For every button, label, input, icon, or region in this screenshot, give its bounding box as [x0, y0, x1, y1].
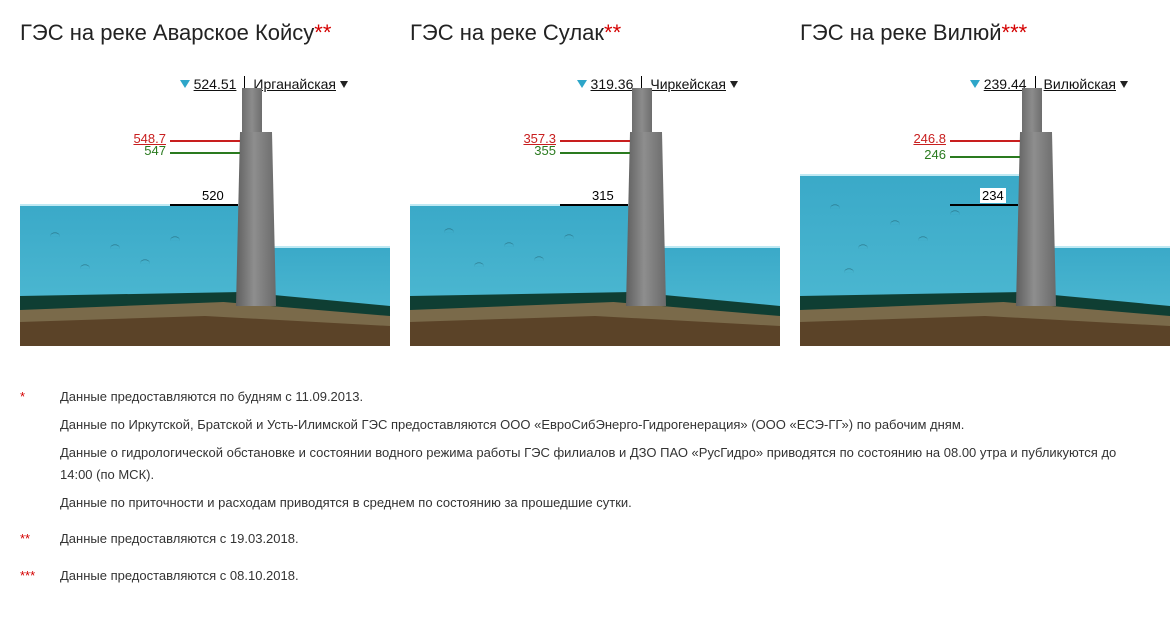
station-name: Чиркейская [650, 76, 726, 92]
marker-black-label: 234 [980, 188, 1006, 203]
panels-row: ГЭС на реке Аварское Койсу** 524.51 Ирга… [20, 20, 1150, 346]
panel-viluy: ГЭС на реке Вилюй*** 239.44 Вилюйская [800, 20, 1170, 346]
ground-strata [20, 292, 390, 346]
station-selector[interactable]: 239.44 Вилюйская [970, 76, 1128, 92]
footnote-star: *** [20, 565, 44, 587]
upstream-water [20, 204, 248, 296]
chevron-down-icon [1120, 81, 1128, 88]
footnote-star [20, 492, 44, 514]
footnote-text: Данные предоставляются с 08.10.2018. [60, 565, 1150, 587]
footnote-star: ** [20, 528, 44, 550]
ground-strata [410, 292, 780, 346]
marker-black-label: 315 [590, 188, 616, 203]
footnote-star [20, 414, 44, 436]
panel-title-asterisks: ** [314, 20, 331, 45]
marker-black: 315 [560, 204, 628, 206]
upstream-water [410, 204, 638, 296]
panel-title-text: ГЭС на реке Сулак [410, 20, 604, 45]
current-level: 524.51 [194, 76, 237, 92]
dam-body [236, 132, 276, 306]
footnote-row: Данные о гидрологической обстановке и со… [20, 442, 1150, 486]
marker-green-label: 355 [534, 143, 556, 158]
footnote-star: * [20, 386, 44, 408]
chevron-down-icon [340, 81, 348, 88]
station-selector[interactable]: 524.51 Ирганайская [180, 76, 348, 92]
marker-red: 357.3 [560, 140, 630, 142]
station-name: Ирганайская [253, 76, 336, 92]
dam-diagram: 524.51 Ирганайская 548.7 547 520 [20, 76, 390, 346]
dam-tower [242, 88, 262, 132]
marker-black-label: 520 [200, 188, 226, 203]
dam-body [626, 132, 666, 306]
ground-strata [800, 292, 1170, 346]
footnote-row: * Данные предоставляются по будням с 11.… [20, 386, 1150, 408]
station-selector[interactable]: 319.36 Чиркейская [577, 76, 738, 92]
footnote-text: Данные по приточности и расходам приводя… [60, 492, 1150, 514]
chevron-down-icon [730, 81, 738, 88]
footnote-text: Данные по Иркутской, Братской и Усть-Или… [60, 414, 1150, 436]
footnote-row: *** Данные предоставляются с 08.10.2018. [20, 565, 1150, 587]
marker-red: 548.7 [170, 140, 240, 142]
marker-black: 520 [170, 204, 238, 206]
footnote-text: Данные о гидрологической обстановке и со… [60, 442, 1150, 486]
panel-title-text: ГЭС на реке Аварское Койсу [20, 20, 314, 45]
footnote-row: Данные по Иркутской, Братской и Усть-Или… [20, 414, 1150, 436]
footnotes: * Данные предоставляются по будням с 11.… [20, 386, 1150, 587]
level-trend-icon [180, 80, 190, 88]
dam-diagram: 319.36 Чиркейская 357.3 355 315 [410, 76, 780, 346]
footnote-text: Данные предоставляются с 19.03.2018. [60, 528, 1150, 550]
level-trend-icon [970, 80, 980, 88]
marker-red-label: 246.8 [913, 131, 946, 146]
marker-black: 234 [950, 204, 1018, 206]
panel-title: ГЭС на реке Сулак** [410, 20, 780, 46]
level-trend-icon [577, 80, 587, 88]
dam-tower [1022, 88, 1042, 132]
current-level: 239.44 [984, 76, 1027, 92]
panel-title: ГЭС на реке Вилюй*** [800, 20, 1170, 46]
panel-title-asterisks: *** [1002, 20, 1028, 45]
marker-green: 355 [560, 152, 630, 154]
marker-green: 246 [950, 156, 1020, 158]
panel-title: ГЭС на реке Аварское Койсу** [20, 20, 390, 46]
panel-title-asterisks: ** [604, 20, 621, 45]
dam-tower [632, 88, 652, 132]
marker-green: 547 [170, 152, 240, 154]
panel-avarskoe-koysu: ГЭС на реке Аварское Койсу** 524.51 Ирга… [20, 20, 390, 346]
current-level: 319.36 [591, 76, 634, 92]
panel-sulak: ГЭС на реке Сулак** 319.36 Чиркейская [410, 20, 780, 346]
dam-diagram: 239.44 Вилюйская 246.8 246 234 [800, 76, 1170, 346]
station-name: Вилюйская [1044, 76, 1116, 92]
dam-body [1016, 132, 1056, 306]
footnote-star [20, 442, 44, 486]
panel-title-text: ГЭС на реке Вилюй [800, 20, 1002, 45]
footnote-row: ** Данные предоставляются с 19.03.2018. [20, 528, 1150, 550]
footnote-row: Данные по приточности и расходам приводя… [20, 492, 1150, 514]
marker-red: 246.8 [950, 140, 1020, 142]
marker-green-label: 246 [924, 147, 946, 162]
footnote-text: Данные предоставляются по будням с 11.09… [60, 386, 1150, 408]
marker-green-label: 547 [144, 143, 166, 158]
